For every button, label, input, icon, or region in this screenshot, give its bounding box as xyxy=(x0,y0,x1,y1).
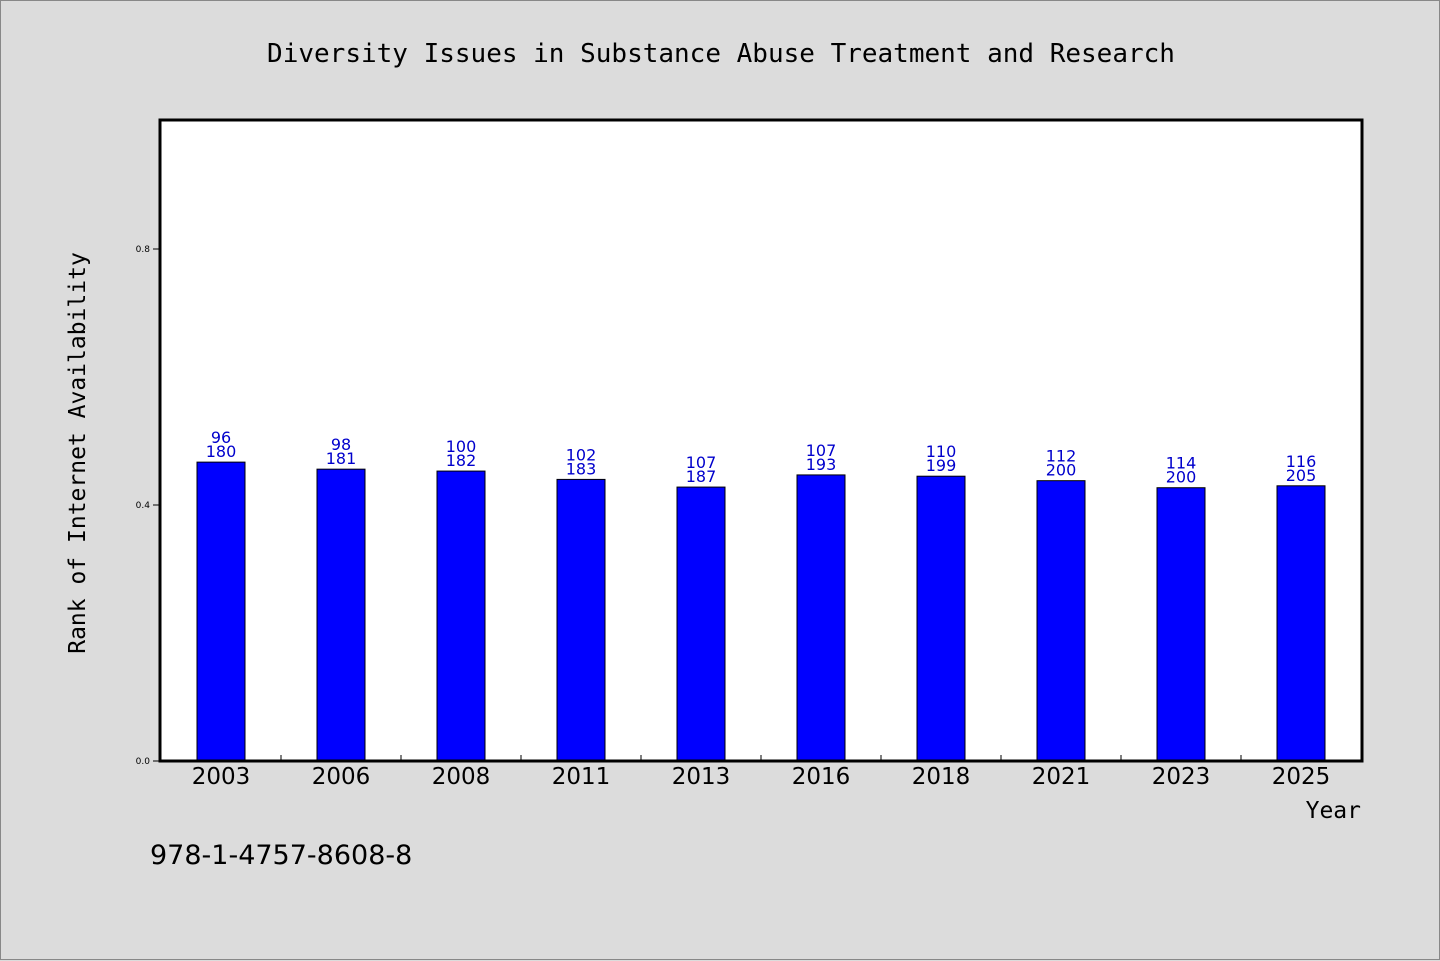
bar-2011 xyxy=(556,478,606,762)
y-tick-label-0.8: 0.8 xyxy=(136,245,151,255)
bar-label-top-2023: 114 xyxy=(1166,454,1197,473)
bar-label-top-2006: 98 xyxy=(331,435,351,454)
x-tick-label-2025: 2025 xyxy=(1272,764,1331,790)
x-tick-label-2008: 2008 xyxy=(432,764,491,790)
x-tick-label-2006: 2006 xyxy=(312,764,371,790)
x-tick-label-2011: 2011 xyxy=(552,764,611,790)
isbn-footer: 978-1-4757-8608-8 xyxy=(150,840,412,871)
chart-title: Diversity Issues in Substance Abuse Trea… xyxy=(267,39,1175,69)
bar-label-bottom-2025: 205 xyxy=(1286,466,1317,485)
bar-label-bottom-2021: 200 xyxy=(1046,461,1077,480)
y-tick-label-0.0: 0.0 xyxy=(136,757,151,767)
bar-2016 xyxy=(796,474,846,762)
x-tick-label-2016: 2016 xyxy=(792,764,851,790)
bar-label-top-2003: 96 xyxy=(211,428,231,447)
bar-2023 xyxy=(1156,487,1206,762)
x-tick-label-2013: 2013 xyxy=(672,764,731,790)
bar-label-bottom-2008: 182 xyxy=(446,451,477,470)
x-axis-ticks: 2003 2006 2008 2011 2013 2016 2018 2021 2023 2025 xyxy=(192,755,1331,790)
x-axis-label: Year xyxy=(1306,798,1361,824)
x-tick-label-2023: 2023 xyxy=(1152,764,1211,790)
bar-2021 xyxy=(1036,480,1086,762)
bar-label-bottom-2003: 180 xyxy=(206,442,237,461)
bar-label-bottom-2006: 181 xyxy=(326,449,357,468)
y-axis-label: Rank of Internet Availability xyxy=(65,252,91,654)
bar-label-bottom-2011: 183 xyxy=(566,459,597,478)
bar-label-top-2008: 100 xyxy=(446,437,477,456)
bar-2025 xyxy=(1276,485,1326,762)
bar-2018 xyxy=(916,475,966,762)
bar-label-top-2016: 107 xyxy=(806,441,837,460)
x-tick-label-2018: 2018 xyxy=(912,764,971,790)
bar-2003 xyxy=(196,461,246,762)
bar-label-top-2025: 116 xyxy=(1286,452,1317,471)
y-tick-label-0.4: 0.4 xyxy=(136,501,151,511)
x-tick-label-2003: 2003 xyxy=(192,764,251,790)
bar-label-top-2021: 112 xyxy=(1046,447,1077,466)
bar-label-bottom-2018: 199 xyxy=(926,456,957,475)
bar-label-top-2013: 107 xyxy=(686,453,717,472)
bar-label-top-2011: 102 xyxy=(566,445,597,464)
y-axis-ticks: 0.0 0.4 0.8 xyxy=(136,245,161,767)
bar-label-bottom-2023: 200 xyxy=(1166,468,1197,487)
plot-border xyxy=(158,118,1364,763)
x-tick-label-2021: 2021 xyxy=(1032,764,1091,790)
bar-2013 xyxy=(676,486,726,762)
bar-label-bottom-2013: 187 xyxy=(686,467,717,486)
bar-label-top-2018: 110 xyxy=(926,442,957,461)
bar-2006 xyxy=(316,468,366,762)
bar-2008 xyxy=(436,470,486,762)
bar-label-bottom-2016: 193 xyxy=(806,455,837,474)
